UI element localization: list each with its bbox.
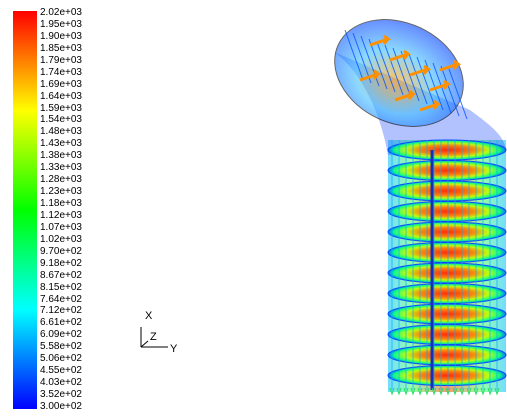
vector-arrowhead [410,387,416,396]
swirl-arrow [429,79,452,92]
colormap-tick-label: 3.52e+02 [40,389,82,401]
vector-arrowhead [403,387,409,396]
vector-arrowhead [473,387,479,396]
vector-arrowhead [494,387,500,396]
colormap-tick-label: 1.28e+03 [40,174,82,186]
colormap-tick-label: 6.09e+02 [40,329,82,341]
inlet-vector [408,53,428,105]
vector-arrowhead [487,387,493,396]
colormap-tick-labels: 2.02e+03 1.95e+03 1.90e+03 1.85e+03 1.79e+03… [40,8,110,412]
colormap-tick-label: 4.55e+02 [40,365,82,377]
inlet-vector [376,41,396,93]
inlet-vector [368,38,388,90]
inlet-vector [384,44,404,96]
colormap-tick-label: 2.02e+03 [40,7,82,18]
vector-arrowhead [389,387,395,396]
colormap-tick-label: 1.59e+03 [40,102,82,114]
colormap-tick-label: 1.64e+03 [40,90,82,102]
colormap-tick-label: 1.23e+03 [40,186,82,198]
swirl-arrow [359,69,382,82]
vector-arrowhead [438,387,444,396]
vector-arrowhead [459,387,465,396]
colormap-tick-label: 1.07e+03 [40,221,82,233]
inlet-vector [352,32,372,84]
axis-label-y: Y [170,343,178,355]
vector-arrowhead [431,387,437,396]
inlet-vector [416,56,436,108]
swirl-arrow [439,59,462,72]
inlet-vector [432,62,452,114]
colormap-tick-label: 1.33e+03 [40,162,82,174]
colormap-tick-label: 9.70e+02 [40,245,82,257]
colormap-tick-label: 1.90e+03 [40,30,82,42]
vector-arrowhead [396,387,402,396]
colormap-tick-label: 1.12e+03 [40,209,82,221]
colormap-tick-label: 5.06e+02 [40,353,82,365]
vector-arrowhead [452,387,458,396]
colormap-tick-label: 5.58e+02 [40,341,82,353]
inlet-vector [448,68,468,120]
colormap-tick-label: 7.12e+02 [40,305,82,317]
colormap-bar [13,11,37,409]
inlet-face [334,19,464,127]
axis-label-x: X [145,310,153,322]
colormap-tick-label: 9.18e+02 [40,257,82,269]
swirl-arrow [394,89,417,102]
colormap-tick-label: 6.61e+02 [40,317,82,329]
swirl-arrow [389,49,412,62]
colormap-tick-label: 3.00e+02 [40,401,82,412]
colormap-tick-label: 1.95e+03 [40,18,82,30]
vector-arrowhead [445,387,451,396]
colormap-tick-label: 1.43e+03 [40,138,82,150]
vector-arrowhead [480,387,486,396]
colormap-tick-label: 8.15e+02 [40,281,82,293]
inlet-vector [344,29,364,81]
colormap-tick-label: 1.38e+03 [40,150,82,162]
colormap-tick-label: 8.67e+02 [40,269,82,281]
colormap-tick-label: 1.54e+03 [40,114,82,126]
inlet-vector [400,50,420,102]
colormap-tick-label: 1.69e+03 [40,78,82,90]
colormap-tick-label: 7.64e+02 [40,293,82,305]
vector-arrowhead [424,387,430,396]
colormap-tick-label: 1.79e+03 [40,54,82,66]
axis-label-z: Z [150,331,157,343]
colormap-tick-label: 1.74e+03 [40,66,82,78]
vector-arrowhead [417,387,423,396]
colormap-tick-label: 1.02e+03 [40,233,82,245]
colormap-tick-label: 1.85e+03 [40,42,82,54]
swirl-arrow [369,34,392,47]
colormap-tick-label: 4.03e+02 [40,377,82,389]
triad-lines [140,327,168,348]
inlet-vector [392,47,412,99]
vector-arrowhead [466,387,472,396]
swirl-arrow [409,64,432,77]
colormap-tick-label: 1.48e+03 [40,126,82,138]
swirl-arrow [419,99,442,112]
colormap-tick-label: 1.18e+03 [40,198,82,210]
inlet-vector [440,65,460,117]
axes-triad: X Z Y [130,305,210,365]
